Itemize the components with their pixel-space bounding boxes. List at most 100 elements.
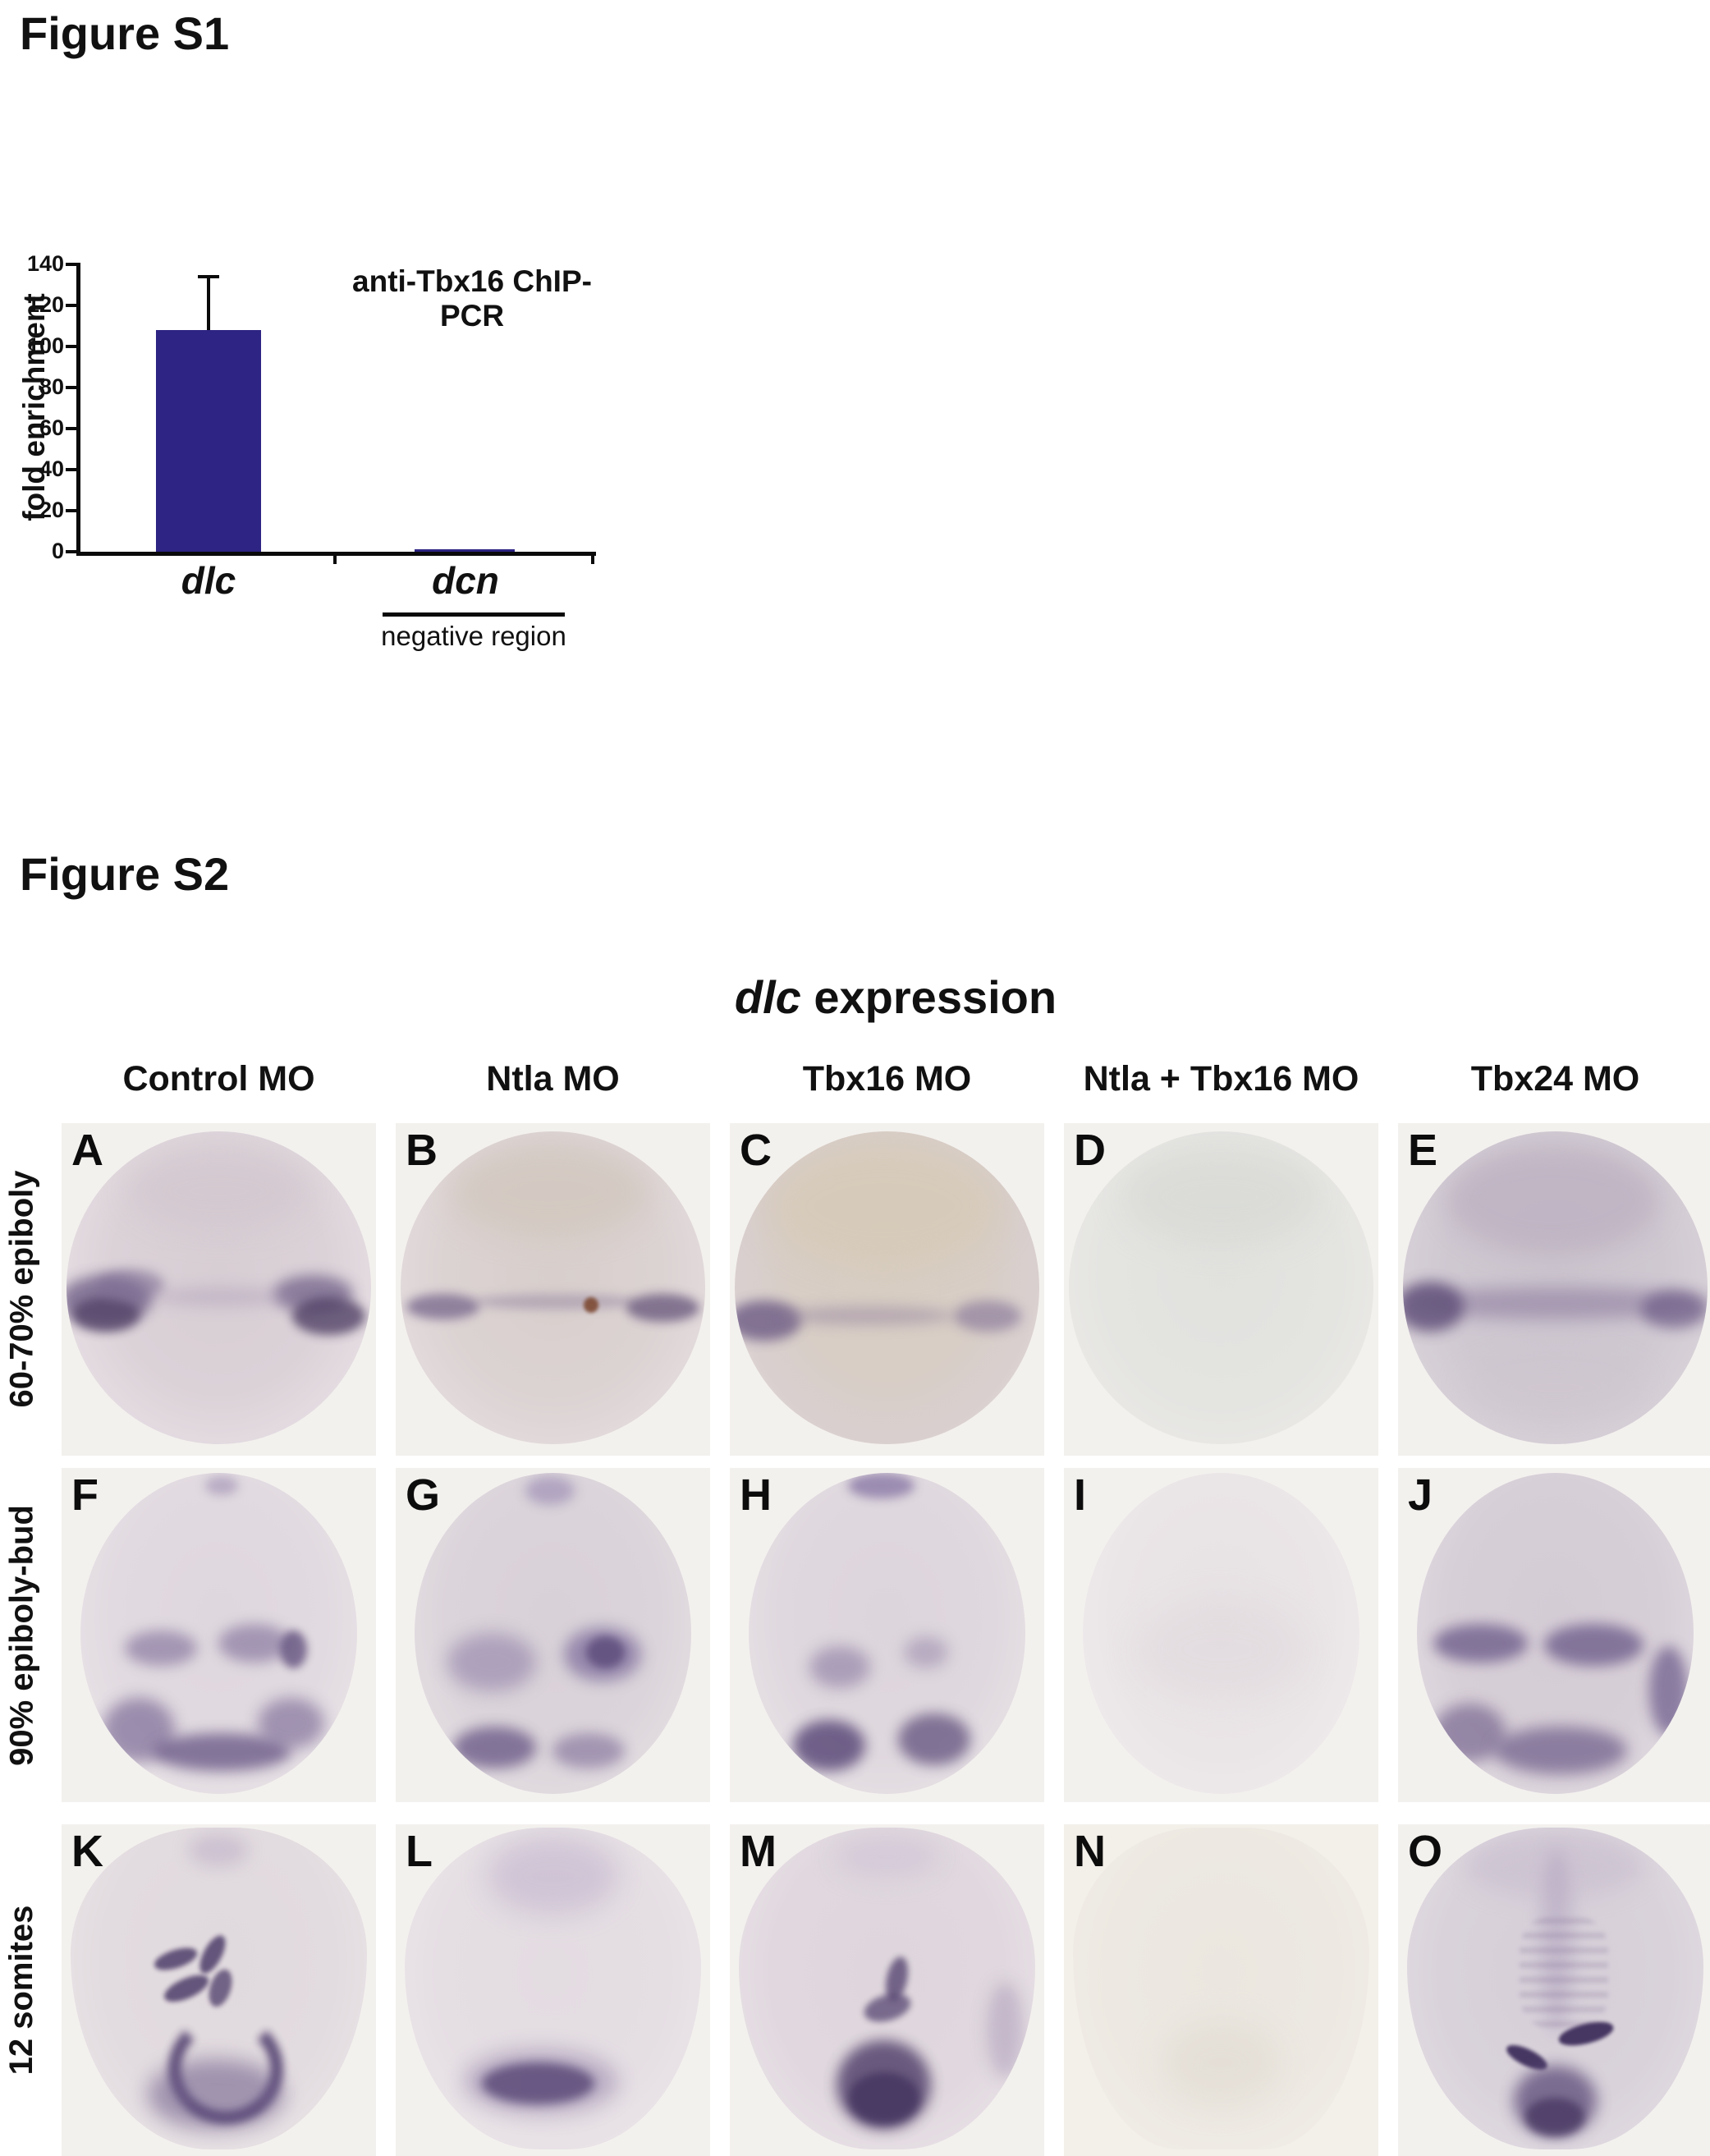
stain-blob <box>447 1633 537 1691</box>
column-header-tbx24-mo: Tbx24 MO <box>1470 1059 1640 1099</box>
stain-blob <box>783 1306 955 1326</box>
panel-H: H <box>730 1468 1044 1802</box>
stain-blob <box>160 1970 212 2007</box>
stain-blob <box>449 1144 651 1238</box>
panel-B: B <box>396 1123 710 1456</box>
panel-letter: G <box>406 1470 441 1520</box>
panel-letter: A <box>71 1126 103 1175</box>
stain-blob <box>626 1294 699 1323</box>
y-tickmark <box>66 345 76 348</box>
column-header-ntla-tbx16-mo: Ntla + Tbx16 MO <box>1083 1059 1359 1099</box>
stain-blob <box>189 1833 249 1867</box>
stain-blob <box>1402 1281 1465 1332</box>
panel-letter: E <box>1408 1126 1438 1175</box>
stain-blob <box>833 1833 941 1879</box>
stain-blob <box>1540 1846 1574 2034</box>
figure-s2-title: Figure S2 <box>20 848 230 900</box>
x-tickmark-end <box>591 553 594 564</box>
stain-blob <box>204 1476 239 1496</box>
panel-letter: D <box>1074 1126 1106 1175</box>
embryo-image <box>71 1828 367 2149</box>
stain-blob <box>525 1476 575 1506</box>
y-tickmark <box>66 468 76 471</box>
stain-blob <box>1525 2098 1585 2137</box>
bar-dcn <box>415 549 515 552</box>
panel-D: D <box>1064 1123 1378 1456</box>
panel-E: E <box>1398 1123 1710 1456</box>
stain-blob <box>148 2059 284 2131</box>
panel-letter: J <box>1408 1470 1433 1520</box>
panel-I: I <box>1064 1468 1378 1802</box>
panel-C: C <box>730 1123 1044 1456</box>
stain-blob <box>291 1296 365 1335</box>
y-tick-120: 120 <box>26 292 64 317</box>
stain-blob <box>72 1296 140 1332</box>
stain-blob <box>1433 1704 1506 1762</box>
y-tickmark <box>66 427 76 430</box>
stain-blob <box>1649 1646 1689 1736</box>
stain-blob <box>903 1636 948 1669</box>
stain-blob <box>552 1732 626 1768</box>
panel-letter: L <box>406 1827 433 1876</box>
embryo-image <box>66 1131 372 1444</box>
chart-title: anti-Tbx16 ChIP-PCR <box>352 264 592 333</box>
embryo-image <box>739 1828 1035 2149</box>
stain-blob <box>151 1287 292 1307</box>
stain-blob <box>1464 1356 1647 1420</box>
y-axis-label: fold enrichment <box>17 293 51 521</box>
row-label-12-somites: 12 somites <box>3 1905 39 2076</box>
x-label-dlc: dlc <box>181 559 236 602</box>
stain-blob <box>1123 1149 1319 1245</box>
stain-blob <box>96 1268 164 1300</box>
figure-s1-title: Figure S1 <box>20 7 230 59</box>
stain-blob <box>204 1966 236 2011</box>
stain-blob <box>809 1646 871 1688</box>
stain-blob <box>792 1719 865 1772</box>
stain-blob <box>1494 1726 1628 1775</box>
panel-M: M <box>730 1824 1044 2156</box>
panel-letter: N <box>1074 1827 1106 1876</box>
embryo-image <box>414 1473 691 1794</box>
panel-letter: O <box>1408 1827 1443 1876</box>
y-tick-100: 100 <box>26 333 64 358</box>
y-tick-40: 40 <box>39 456 64 481</box>
stain-blob <box>848 2071 920 2124</box>
negative-region-underline <box>383 612 565 617</box>
y-tickmark <box>66 304 76 307</box>
stain-blob <box>1640 1291 1708 1328</box>
y-tickmark <box>66 550 76 553</box>
stain-blob <box>453 1726 537 1768</box>
stain-blob <box>848 1473 915 1499</box>
embryo-image <box>748 1473 1025 1794</box>
somite-stripes <box>1520 1917 1609 2027</box>
stain-blob <box>1433 1159 1444 1174</box>
panel-F: F <box>62 1468 376 1802</box>
column-header-ntla-mo: Ntla MO <box>486 1059 620 1099</box>
panel-letter: H <box>740 1470 772 1520</box>
embryo-image <box>1402 1131 1708 1444</box>
stain-blob <box>764 1144 1003 1269</box>
row-label-90-epiboly-bud: 90% epiboly-bud <box>3 1505 40 1766</box>
error-bar-line <box>207 277 210 330</box>
stain-blob <box>257 1697 324 1750</box>
embryo-image <box>734 1131 1040 1444</box>
y-tick-140: 140 <box>26 251 64 276</box>
stain-blob <box>279 1630 308 1669</box>
stain-blob <box>583 1296 599 1313</box>
panel-letter: B <box>406 1126 438 1175</box>
panel-N: N <box>1064 1824 1378 2156</box>
embryo-image <box>1416 1473 1694 1794</box>
stain-blob <box>1544 1623 1644 1666</box>
stain-blob <box>1445 1147 1659 1254</box>
stain-blob <box>152 1943 200 1975</box>
stain-blob <box>473 1294 639 1310</box>
y-tick-0: 0 <box>51 539 64 563</box>
y-tickmark <box>66 263 76 266</box>
embryo-image <box>1082 1473 1359 1794</box>
expression-text: expression <box>800 971 1057 1023</box>
stain-blob <box>734 1300 802 1342</box>
negative-region-label: negative region <box>381 621 566 651</box>
stain-blob <box>218 1623 291 1663</box>
panel-L: L <box>396 1824 710 2156</box>
x-label-dcn: dcn <box>432 559 499 602</box>
